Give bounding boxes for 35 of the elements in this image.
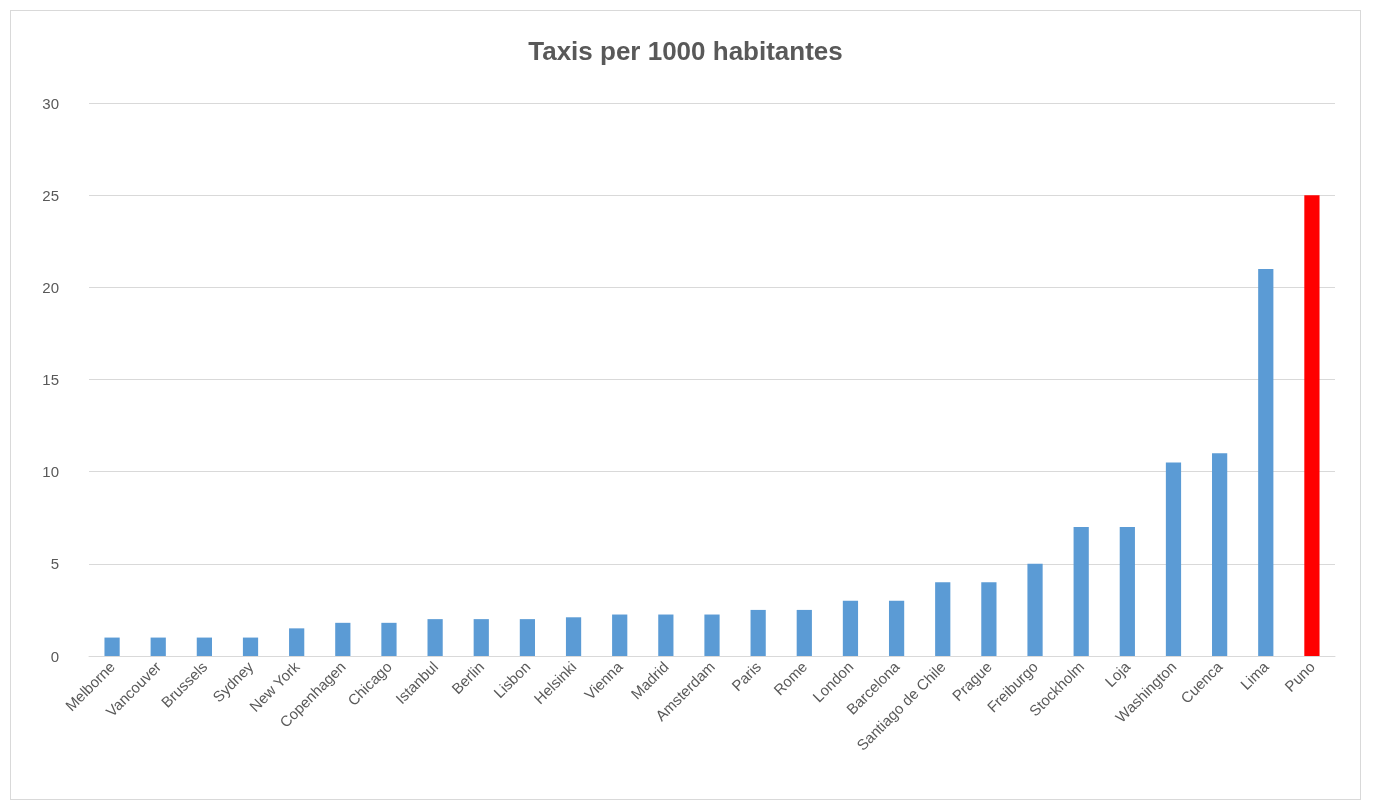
bar [658, 614, 674, 656]
y-tick-label: 5 [50, 555, 59, 573]
bar [335, 622, 351, 656]
y-tick-label: 15 [42, 371, 59, 388]
bar [289, 628, 305, 656]
bar [935, 582, 951, 656]
bar [565, 617, 582, 656]
bar [1258, 268, 1274, 656]
bar [242, 637, 259, 656]
chart-title: Taxis per 1000 habitantes [528, 36, 843, 66]
bar [1027, 563, 1043, 656]
bar [1304, 195, 1320, 656]
bar [519, 619, 536, 656]
bar [150, 637, 166, 656]
bar [1212, 453, 1228, 656]
y-tick-label: 25 [42, 186, 59, 204]
bar [612, 614, 628, 656]
bar [427, 619, 443, 656]
bar [1073, 526, 1089, 656]
bar [1165, 462, 1182, 656]
bar [796, 609, 812, 656]
y-tick-label: 30 [42, 94, 59, 112]
bar [1119, 526, 1135, 656]
bar [704, 614, 720, 656]
bar [981, 582, 997, 656]
y-tick-label: 20 [42, 278, 59, 296]
bar [842, 600, 859, 656]
bar [750, 609, 766, 656]
bar [104, 637, 120, 656]
bar [888, 600, 905, 656]
y-tick-label: 0 [50, 647, 59, 665]
bar [196, 637, 212, 656]
y-tick-label: 10 [42, 463, 59, 481]
bar [473, 619, 489, 656]
bar [381, 622, 397, 656]
